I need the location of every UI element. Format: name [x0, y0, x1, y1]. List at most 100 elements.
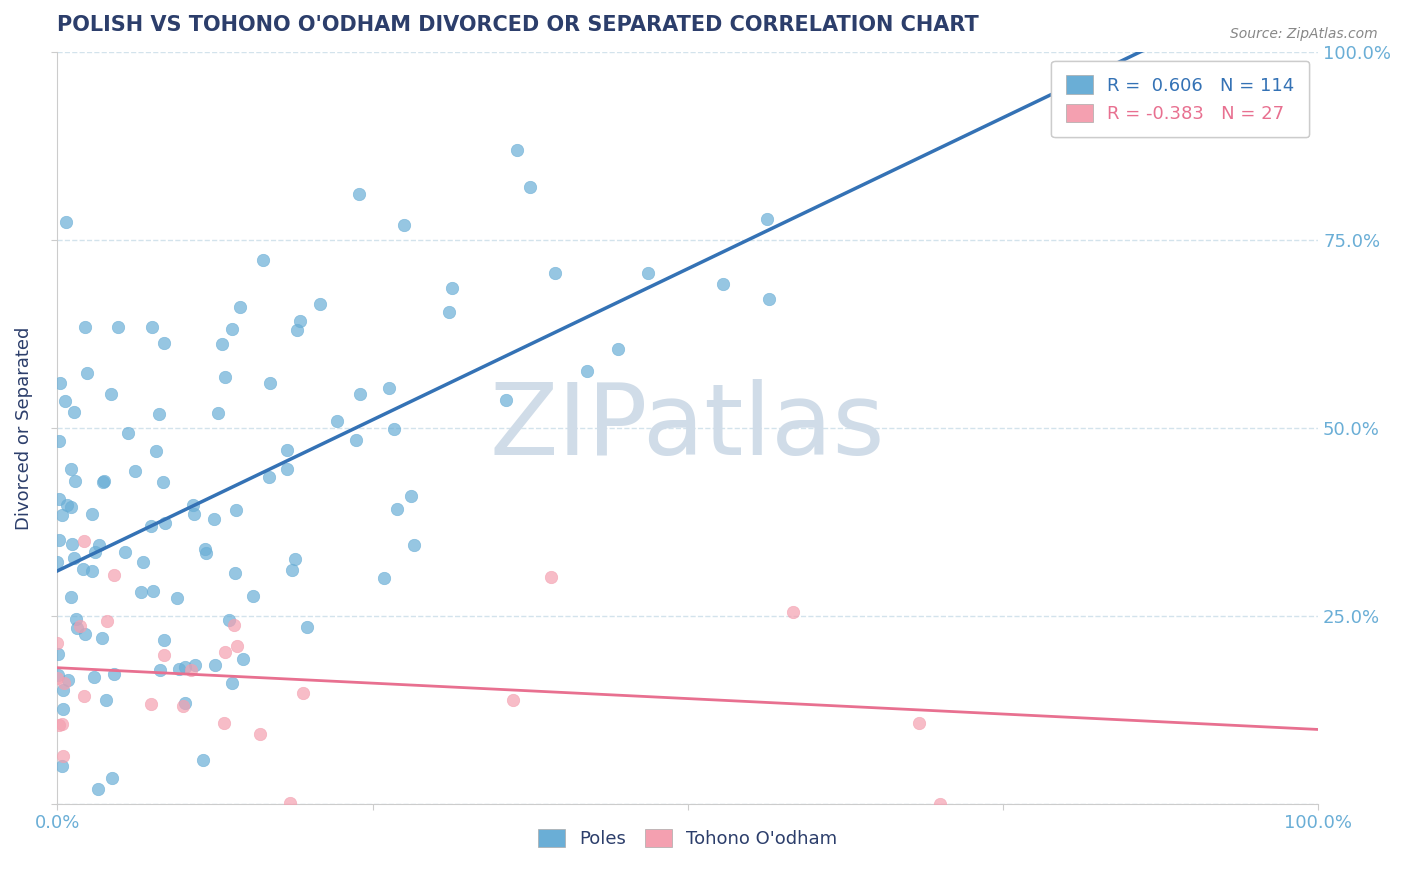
- Point: [394, 219, 416, 233]
- Point: [347, 187, 370, 202]
- Point: [55, 215, 77, 229]
- Point: [183, 498, 205, 512]
- Point: [75, 320, 97, 334]
- Point: [69, 619, 91, 633]
- Point: [495, 392, 517, 407]
- Point: [46, 671, 69, 685]
- Point: [908, 715, 931, 730]
- Point: [180, 663, 202, 677]
- Point: [52, 683, 75, 698]
- Point: [212, 715, 235, 730]
- Point: [278, 797, 301, 811]
- Point: [76, 367, 98, 381]
- Text: ZIPatlas: ZIPatlas: [489, 379, 886, 476]
- Point: [148, 407, 170, 421]
- Point: [344, 434, 367, 448]
- Point: [103, 666, 125, 681]
- Point: [94, 693, 117, 707]
- Point: [173, 660, 195, 674]
- Point: [48, 491, 70, 506]
- Point: [281, 563, 304, 577]
- Point: [48, 533, 70, 547]
- Point: [93, 474, 115, 488]
- Point: [202, 511, 225, 525]
- Point: [284, 552, 307, 566]
- Point: [782, 605, 804, 619]
- Point: [439, 305, 461, 319]
- Point: [252, 252, 274, 267]
- Point: [141, 697, 163, 711]
- Point: [48, 718, 70, 732]
- Point: [56, 673, 79, 687]
- Point: [124, 464, 146, 478]
- Point: [193, 753, 215, 767]
- Point: [46, 555, 69, 569]
- Point: [48, 648, 70, 662]
- Point: [60, 590, 83, 604]
- Point: [401, 490, 423, 504]
- Text: Source: ZipAtlas.com: Source: ZipAtlas.com: [1230, 27, 1378, 41]
- Point: [204, 657, 226, 672]
- Point: [194, 542, 217, 557]
- Point: [132, 555, 155, 569]
- Point: [101, 771, 124, 785]
- Point: [73, 533, 96, 548]
- Point: [225, 639, 247, 653]
- Point: [100, 386, 122, 401]
- Point: [48, 434, 70, 449]
- Point: [52, 748, 75, 763]
- Point: [291, 686, 314, 700]
- Point: [218, 613, 240, 627]
- Point: [174, 696, 197, 710]
- Point: [60, 536, 83, 550]
- Point: [257, 470, 280, 484]
- Point: [224, 618, 246, 632]
- Point: [153, 336, 176, 351]
- Point: [214, 370, 236, 384]
- Point: [103, 568, 125, 582]
- Point: [87, 538, 110, 552]
- Point: [73, 690, 96, 704]
- Point: [52, 676, 75, 690]
- Point: [502, 693, 524, 707]
- Point: [60, 500, 83, 515]
- Point: [505, 143, 527, 157]
- Point: [285, 322, 308, 336]
- Point: [758, 293, 780, 307]
- Point: [295, 620, 318, 634]
- Point: [221, 676, 243, 690]
- Point: [59, 461, 82, 475]
- Point: [929, 797, 952, 811]
- Point: [172, 698, 194, 713]
- Point: [49, 376, 72, 390]
- Point: [141, 584, 163, 599]
- Point: [249, 727, 271, 741]
- Point: [83, 670, 105, 684]
- Point: [242, 589, 264, 603]
- Point: [377, 381, 399, 395]
- Point: [83, 545, 105, 559]
- Point: [225, 503, 247, 517]
- Point: [606, 343, 628, 357]
- Point: [149, 663, 172, 677]
- Point: [290, 314, 312, 328]
- Point: [183, 657, 205, 672]
- Point: [51, 508, 73, 522]
- Point: [117, 426, 139, 441]
- Point: [349, 386, 371, 401]
- Point: [51, 759, 73, 773]
- Y-axis label: Divorced or Separated: Divorced or Separated: [15, 326, 32, 530]
- Point: [544, 266, 567, 280]
- Point: [221, 322, 243, 336]
- Point: [46, 636, 69, 650]
- Point: [711, 277, 734, 292]
- Point: [207, 407, 229, 421]
- Point: [373, 571, 395, 585]
- Point: [387, 502, 409, 516]
- Point: [229, 300, 252, 314]
- Point: [141, 518, 163, 533]
- Point: [404, 538, 426, 552]
- Point: [51, 717, 73, 731]
- Point: [440, 281, 463, 295]
- Point: [145, 443, 167, 458]
